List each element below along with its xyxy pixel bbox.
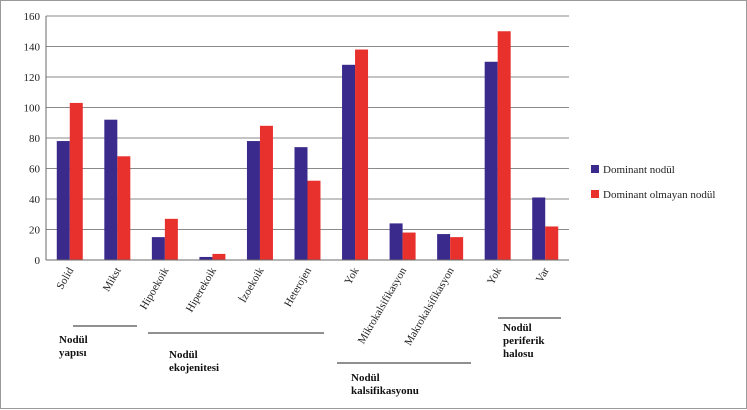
x-tick-label: Hiperekoik	[184, 265, 219, 314]
bar-dominant	[104, 119, 118, 260]
x-tick-label: Yok	[342, 265, 362, 287]
bar-non-dominant	[117, 156, 131, 260]
x-axis: Solid Mikst Hipoekoik Hiperekoik İzoekoik Het…	[46, 259, 569, 348]
bars	[56, 31, 559, 260]
x-tick-label: Makrokalsifikasyon	[402, 265, 457, 348]
group-label: Nodül	[59, 334, 88, 346]
group-label: kalsifikasyonu	[351, 385, 419, 397]
legend-label: Dominant olmayan nodül	[603, 189, 715, 201]
x-tick-label: Hipoekoik	[138, 265, 172, 312]
x-tick-label: Mikrokalsifikasyon	[356, 265, 410, 346]
bar-non-dominant	[69, 102, 83, 260]
y-tick-label: 40	[29, 194, 41, 206]
y-tick-label: 100	[24, 103, 41, 115]
group-label: Nodül	[351, 372, 380, 384]
y-axis: 0 20 40 60 80 100 120 140 160	[24, 11, 47, 267]
bar-non-dominant	[212, 253, 226, 260]
bar-dominant	[342, 64, 356, 260]
bar-dominant	[437, 234, 451, 260]
x-tick-label: Heterojen	[282, 265, 314, 309]
bar-non-dominant	[164, 218, 178, 260]
bar-dominant	[246, 141, 260, 260]
bar-dominant	[56, 141, 70, 260]
y-tick-label: 20	[29, 225, 41, 237]
bar-dominant	[389, 223, 403, 260]
bar-non-dominant	[497, 31, 511, 260]
bar-non-dominant	[450, 237, 464, 260]
group-label: halosu	[503, 348, 534, 360]
y-tick-label: 80	[29, 133, 41, 145]
bar-non-dominant	[307, 180, 321, 260]
bar-non-dominant	[545, 226, 559, 260]
gridlines	[46, 15, 569, 261]
x-tick-label: Yok	[485, 265, 505, 287]
x-tick-label: Mikst	[101, 266, 124, 294]
group-label: yapısı	[59, 347, 87, 359]
bar-dominant	[532, 197, 546, 260]
x-tick-label: Var	[534, 265, 552, 285]
bar-non-dominant	[355, 49, 369, 260]
x-tick-label: Solid	[54, 265, 76, 292]
legend-swatch	[591, 165, 599, 173]
legend: Dominant nodül Dominant olmayan nodül	[591, 164, 715, 201]
legend-label: Dominant nodül	[603, 164, 675, 176]
group-label: Nodül	[169, 349, 198, 361]
y-tick-label: 120	[24, 72, 41, 84]
bar-non-dominant	[259, 125, 273, 260]
y-tick-label: 60	[29, 164, 41, 176]
y-tick-label: 140	[24, 42, 41, 54]
bar-dominant	[199, 256, 213, 260]
legend-swatch	[591, 190, 599, 198]
y-tick-label: 0	[35, 255, 41, 267]
group-label: periferik	[503, 335, 545, 347]
group-label: ekojenitesi	[169, 362, 219, 374]
bar-dominant	[294, 147, 308, 260]
y-tick-label: 160	[24, 11, 41, 23]
group-label: Nodül	[503, 322, 532, 334]
x-tick-label: İzoekoik	[237, 265, 267, 305]
bar-non-dominant	[402, 232, 416, 260]
bar-dominant	[484, 61, 498, 260]
bar-dominant	[151, 237, 165, 260]
